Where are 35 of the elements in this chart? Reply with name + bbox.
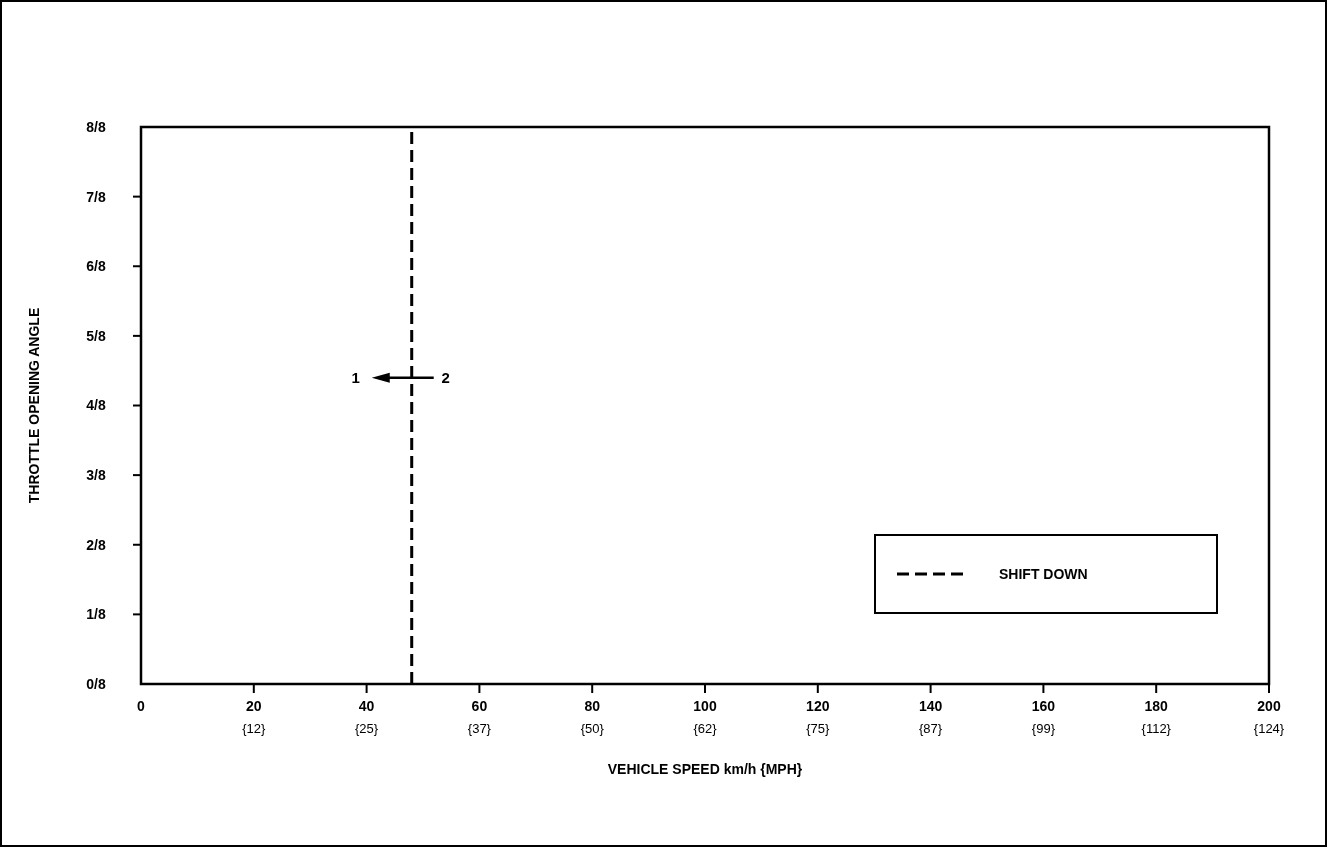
annotation: 1 — [351, 368, 360, 386]
x-tick-label: 200 — [1257, 698, 1281, 714]
x-axis-title: VEHICLE SPEED km/h {MPH} — [607, 761, 803, 777]
x-tick-label: 100 — [693, 698, 717, 714]
annotation: 2 — [441, 368, 450, 386]
x-tick-label: 0 — [137, 698, 146, 714]
x-tick-label: 40 — [358, 698, 375, 714]
x-tick-label: 80 — [584, 698, 601, 714]
x2-tick-label: {25} — [354, 721, 379, 736]
y-tick-label: 3/8 — [86, 467, 106, 484]
x2-tick-label: {50} — [580, 721, 605, 736]
y-tick-label: 2/8 — [86, 536, 106, 553]
x-tick-label: 20 — [246, 698, 262, 714]
x-tick-label: 60 — [471, 698, 488, 714]
x2-tick-label: {112} — [1141, 721, 1172, 736]
x2-tick-label: {87} — [919, 721, 943, 736]
y-tick-label: 5/8 — [86, 327, 106, 344]
y-tick-label: 6/8 — [86, 258, 106, 275]
x2-tick-label: {75} — [806, 721, 831, 736]
x-tick-label: 160 — [1031, 698, 1056, 714]
y-axis-title: THROTTLE OPENING ANGLE — [26, 307, 42, 504]
x2-tick-label: {12} — [242, 721, 267, 736]
x-tick-label: 120 — [806, 698, 830, 714]
legend: SHIFT DOWN — [874, 534, 1218, 614]
y-tick-label: 0/8 — [86, 675, 106, 692]
x2-tick-label: {124} — [1253, 721, 1285, 736]
x2-tick-label: {62} — [693, 721, 718, 736]
y-tick-label: 8/8 — [86, 118, 106, 135]
y-tick-label: 7/8 — [86, 188, 106, 205]
x-tick-label: 180 — [1144, 698, 1169, 714]
y-tick-label: 1/8 — [86, 606, 106, 623]
x-tick-label: 140 — [918, 698, 943, 714]
y-tick-label: 4/8 — [86, 397, 106, 414]
x2-tick-label: {99} — [1031, 721, 1056, 736]
x2-tick-label: {37} — [467, 721, 492, 736]
